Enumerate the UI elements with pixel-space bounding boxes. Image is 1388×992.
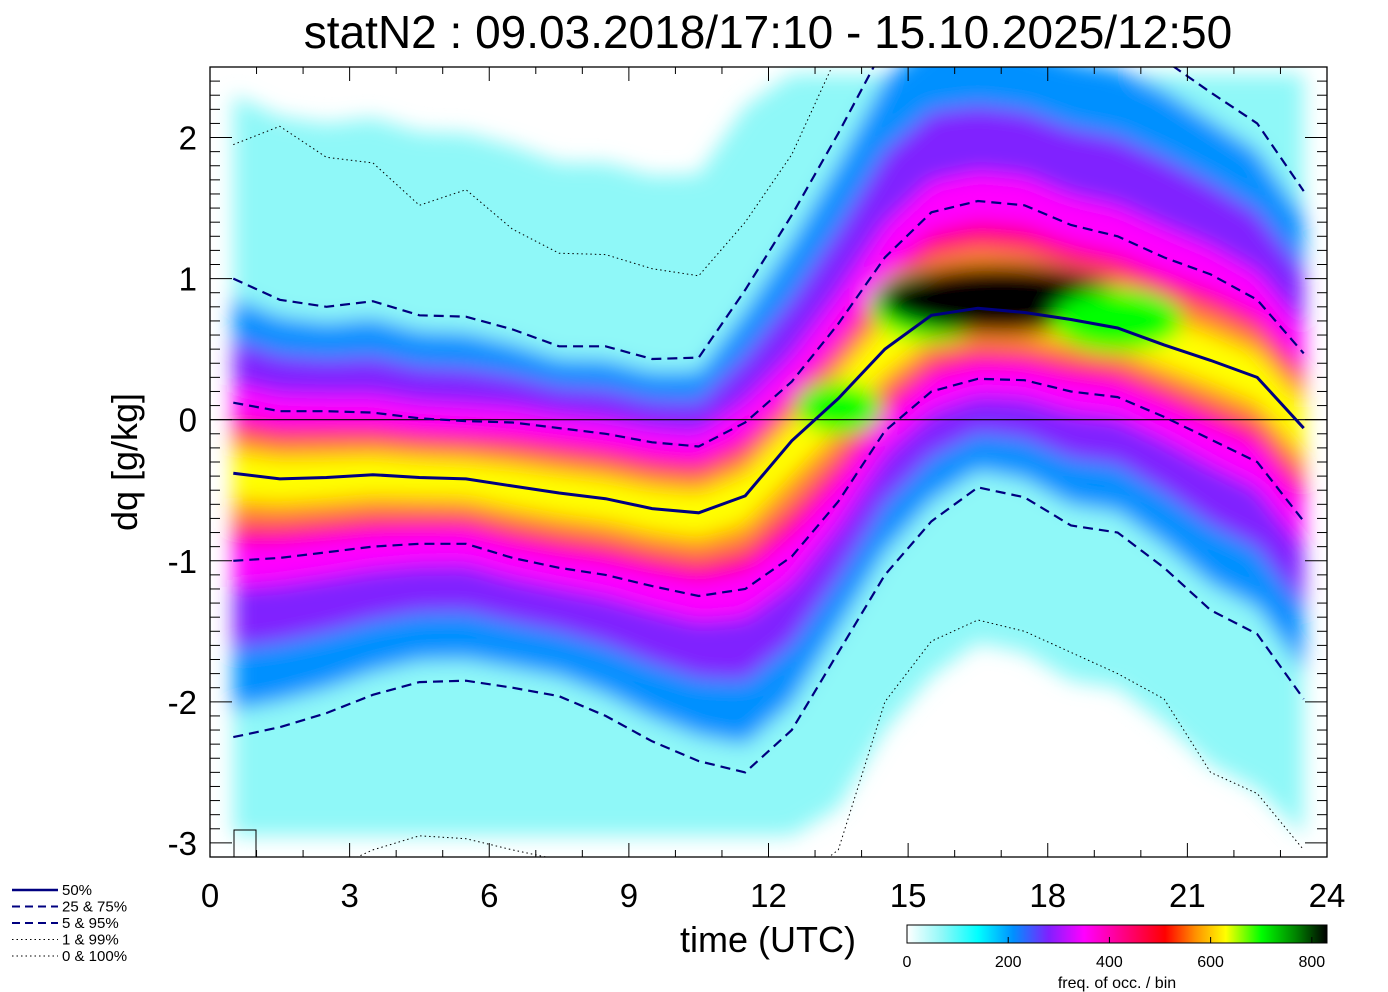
legend-label: 1 & 99% <box>62 932 119 949</box>
heat-blob-4 <box>1052 289 1183 352</box>
legend-label: 25 & 75% <box>62 899 127 916</box>
colorbar-tick-label: 200 <box>995 954 1022 971</box>
series-p50-line <box>233 306 1305 515</box>
y-tick-label: 1 <box>179 261 197 298</box>
y-tick-label: 2 <box>179 120 197 157</box>
colorbar <box>907 925 1327 943</box>
legend-label: 0 & 100% <box>62 948 127 965</box>
x-tick-label: 18 <box>1029 877 1066 914</box>
colorbar-frame <box>906 924 1328 944</box>
x-tick-label: 15 <box>890 877 927 914</box>
plot-frame <box>209 66 1328 858</box>
x-tick-label: 12 <box>750 877 787 914</box>
x-tick-label: 0 <box>201 877 219 914</box>
heat-band-peak <box>233 276 1304 538</box>
x-axis-label: time (UTC) <box>680 919 856 960</box>
legend: 50%25 & 75%5 & 95%1 & 99%0 & 100% <box>12 882 127 965</box>
legend-label: 50% <box>62 882 92 899</box>
heat-blob-0 <box>796 382 881 434</box>
percentile-lines <box>232 67 1305 857</box>
x-tick-label: 3 <box>340 877 358 914</box>
y-tick-label: -3 <box>168 825 197 862</box>
y-axis-label: dq [g/kg] <box>104 393 145 531</box>
x-tick-label: 21 <box>1169 877 1206 914</box>
x-tick-label: 9 <box>620 877 638 914</box>
x-tick-label: 24 <box>1309 877 1346 914</box>
colorbar-ticks: 0 200 400 600 800 <box>903 937 1325 971</box>
series-p95-line <box>232 67 1305 361</box>
colorbar-label: freq. of occ. / bin <box>1058 975 1176 992</box>
series-p25-line <box>233 377 1305 598</box>
series-p0-line <box>356 619 1305 857</box>
y-tick-label: -1 <box>168 543 197 580</box>
x-tick-label: 6 <box>480 877 498 914</box>
frequency-heatmap <box>233 67 1304 836</box>
colorbar-tick-label: 800 <box>1298 954 1325 971</box>
colorbar-tick-label: 600 <box>1197 954 1224 971</box>
colorbar-tick-label: 0 <box>903 954 912 971</box>
y-tick-label: 0 <box>179 402 197 439</box>
chart-title: statN2 : 09.03.2018/17:10 - 15.10.2025/1… <box>304 6 1232 58</box>
colorbar-tick-label: 400 <box>1096 954 1123 971</box>
legend-label: 5 & 95% <box>62 915 119 932</box>
x-tick-labels: 0 3 6 9 12 15 18 21 24 <box>201 877 1346 914</box>
y-tick-label: -2 <box>168 684 197 721</box>
series-p5-line <box>233 486 1305 774</box>
series-p75-line <box>233 199 1305 448</box>
y-tick-labels: -3 -2 -1 0 1 2 <box>168 120 197 862</box>
